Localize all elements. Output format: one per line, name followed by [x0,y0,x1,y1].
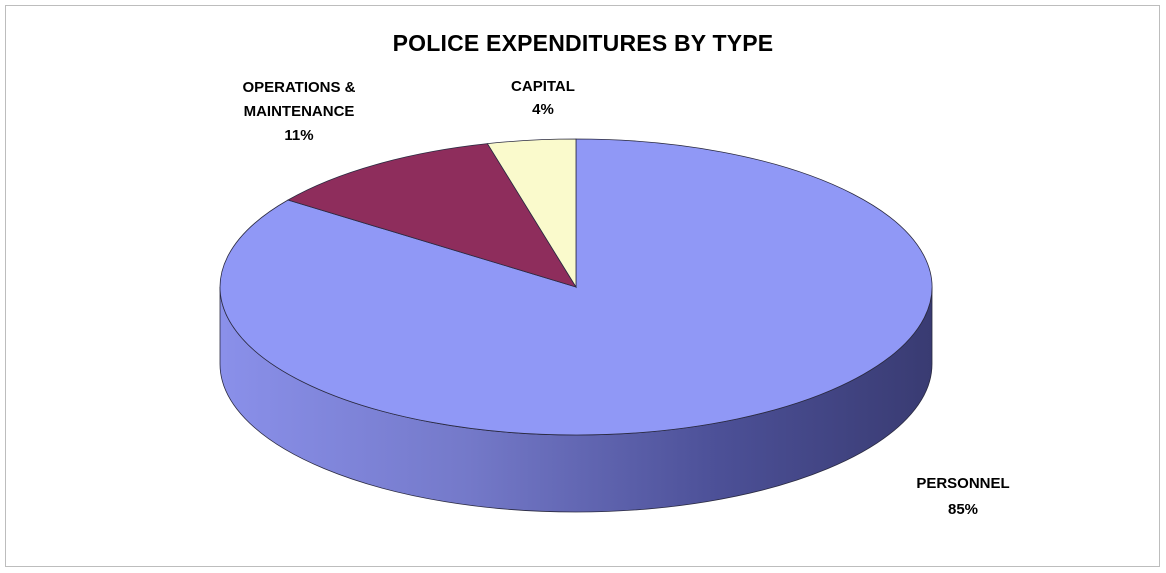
slice-value-personnel: 85% [948,501,978,518]
slice-value-capital: 4% [532,101,554,118]
slice-label-operations-line2: MAINTENANCE [244,103,355,120]
slice-label-operations-line1: OPERATIONS & [242,79,355,96]
slice-value-operations: 11% [284,127,313,144]
chart-title: POLICE EXPENDITURES BY TYPE [392,30,774,56]
pie-slice-capital [486,138,577,289]
slice-label-personnel: PERSONNEL [916,475,1009,492]
pie-slice-operations-maintenance [286,143,577,288]
slice-label-capital: CAPITAL [511,78,575,95]
